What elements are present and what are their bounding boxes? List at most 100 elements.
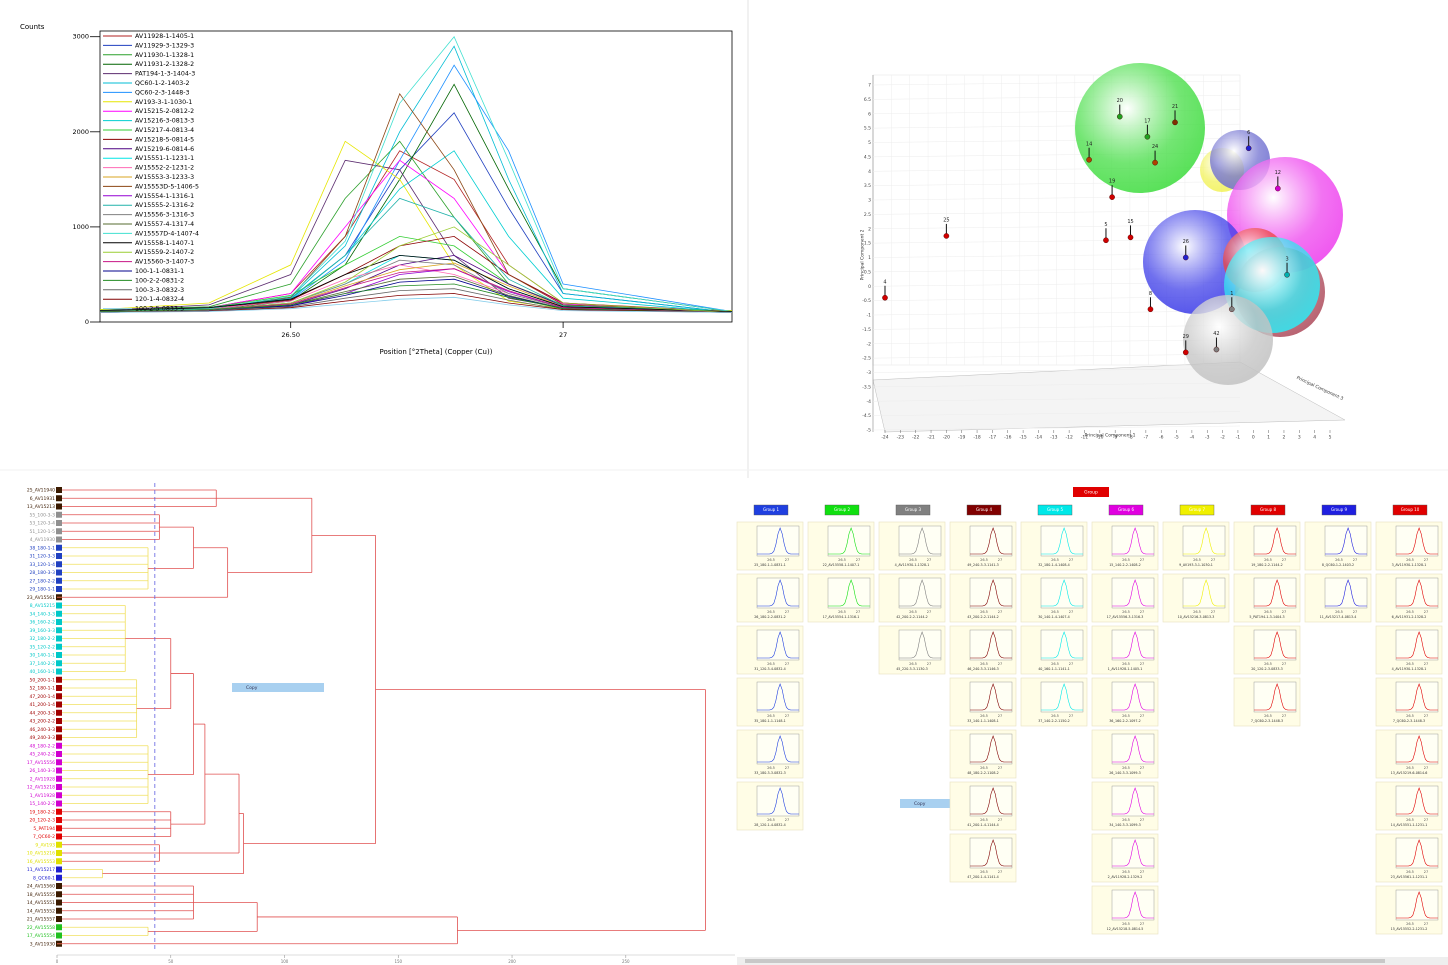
point-label: 1	[1230, 291, 1233, 297]
x-tick-label: -1	[1236, 435, 1241, 441]
point	[1275, 185, 1281, 192]
x-tick-label: -18	[973, 435, 980, 441]
leaf-label: 8_AV15215	[30, 603, 55, 609]
thumb-x-tick-label: 26.5	[767, 766, 775, 770]
thumb-plot	[1111, 889, 1155, 921]
thumb-x-tick-label: 27	[998, 818, 1002, 822]
leaf-label: 37_140-2-2	[29, 661, 55, 667]
x-tick-label: -13	[1050, 435, 1057, 441]
thumb-x-tick-label: 27	[1069, 610, 1073, 614]
thumb-plot	[969, 577, 1013, 609]
y-tick-label: 1	[868, 255, 871, 261]
y-tick-label: 6.5	[864, 97, 871, 103]
copy-tooltip[interactable]	[232, 683, 324, 692]
legend-label: AV15217-4-0813-4	[135, 127, 194, 134]
leaf-label: 47_200-1-4	[29, 694, 55, 700]
leaf-color	[56, 899, 62, 906]
leaf-color	[56, 808, 62, 815]
thumb-x-tick-label: 26.5	[1122, 870, 1130, 874]
leaf-label: 25_AV11940	[27, 488, 55, 494]
y-tick-label: 0.5	[864, 269, 871, 275]
thumb-label: 49_240-3-3-1141-3	[967, 563, 999, 567]
point	[1086, 156, 1092, 163]
thumb-curve	[899, 527, 941, 555]
thumb-label: 25_180-1-1-0831-1	[754, 563, 786, 567]
thumb-label: 48_180-2-2-1108-2	[967, 771, 999, 775]
leaf-color	[56, 569, 62, 576]
title-badge	[1073, 487, 1109, 497]
thumb-curve	[1183, 579, 1225, 607]
grid-line	[872, 325, 1241, 330]
thumb-x-tick-label: 27	[998, 610, 1002, 614]
thumb-x-tick-label: 26.5	[1051, 662, 1059, 666]
thumb-curve	[757, 579, 799, 607]
scrollbar-thumb[interactable]	[745, 959, 1385, 963]
thumb-curve	[970, 735, 1012, 763]
thumb-label: 17_AV15556-3-1316-3	[1107, 615, 1144, 619]
thumb-plot	[1040, 681, 1084, 713]
point	[943, 233, 950, 239]
leaf-label: 2_AV11928	[30, 776, 55, 782]
leaf-label: 12_AV15218	[27, 785, 55, 791]
thumb-label: 17_AV15554-1-1316-1	[823, 615, 860, 619]
leaf-color	[56, 610, 62, 617]
leaf-color	[56, 924, 62, 931]
thumb-x-tick-label: 27	[1140, 662, 1144, 666]
thumb-plot	[1395, 577, 1439, 609]
legend-label: AV15219-6-0814-6	[135, 146, 194, 153]
thumb-label: 8_QC60-1-2-1403-2	[1322, 563, 1354, 567]
thumb-x-tick-label: 27	[1069, 714, 1073, 718]
thumb-curve	[1112, 631, 1154, 659]
legend-label: AV15218-5-0814-5	[135, 136, 194, 143]
leaf-label: 7_QC60-2	[33, 834, 55, 840]
leaf-label: 21_AV15557	[27, 917, 55, 923]
thumb-curve	[1112, 735, 1154, 763]
leaf-color	[56, 800, 62, 807]
legend-label: AV15559-2-1407-2	[135, 249, 194, 256]
thumb-plot	[1111, 733, 1155, 765]
x-tick-label: -5	[1174, 435, 1179, 441]
thumb-x-tick-label: 27	[785, 818, 789, 822]
leaf-color	[56, 586, 62, 592]
series-line	[99, 235, 733, 312]
series-line	[99, 296, 733, 313]
point-label: 19	[1109, 179, 1115, 185]
point	[1172, 119, 1178, 126]
thumb-plot	[1111, 837, 1155, 869]
thumb-curve	[1396, 527, 1438, 555]
thumb-curve	[1254, 631, 1296, 659]
x-tick-label: -7	[1144, 435, 1149, 441]
point-label: 15	[1127, 219, 1133, 225]
series-line	[99, 92, 733, 313]
thumb-plot	[756, 681, 800, 713]
cluster-sphere	[1143, 210, 1247, 314]
thumb-plot	[969, 629, 1013, 661]
x-tick-label: 2	[1283, 435, 1286, 441]
copy-tooltip-label: Copy	[246, 685, 258, 691]
thumb-plot	[1182, 525, 1226, 557]
leaf-label: 36_160-2-2	[29, 620, 55, 626]
thumb-curve	[1396, 631, 1438, 659]
thumb-curve	[1112, 891, 1154, 919]
point	[1103, 237, 1109, 244]
leaf-label: 11_AV15217	[27, 867, 55, 873]
x-tick-label: -22	[912, 435, 919, 441]
thumb-x-tick-label: 27	[1211, 610, 1215, 614]
thumb-label: 34_140-3-3-1099-3	[1109, 823, 1141, 827]
grid-line	[872, 195, 1241, 201]
leaf-color	[56, 916, 62, 922]
thumb-x-tick-label: 26.5	[1122, 922, 1130, 926]
y-tick-label: 6	[868, 111, 871, 117]
leaf-label: 46_240-3-3	[29, 727, 55, 733]
leaf-label: 13_AV15213	[27, 504, 55, 510]
thumb-curve	[1112, 839, 1154, 867]
thumb-x-tick-label: 27	[1140, 610, 1144, 614]
grid-line	[872, 368, 1241, 373]
thumb-x-tick-label: 26.5	[980, 662, 988, 666]
leaf-color	[56, 643, 62, 650]
thumb-curve	[1396, 579, 1438, 607]
thumb-label: 1_AV11928-1-1405-1	[1108, 667, 1143, 671]
x-tick-label: -11	[1081, 435, 1088, 441]
column-header-label: Group 6	[1118, 507, 1134, 512]
thumb-plot	[969, 681, 1013, 713]
